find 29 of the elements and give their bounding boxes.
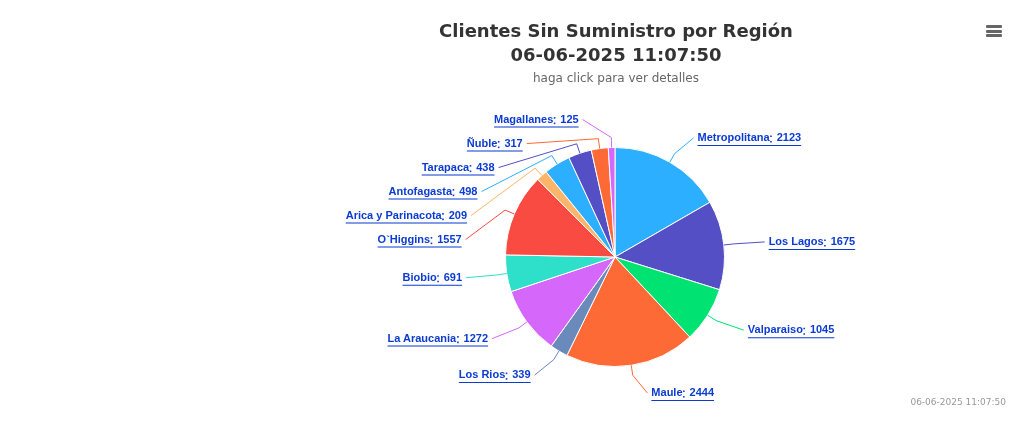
data-label: 691: [443, 270, 463, 283]
slice-label: Los Rios: [458, 368, 506, 381]
slice-label: Ñuble: [466, 136, 498, 149]
data-label: 2123: [776, 130, 802, 143]
text: 06-06-2025 11:07:50: [910, 397, 1006, 407]
chart-subtitle: haga click para ver detalles: [531, 71, 700, 85]
slice-label: La Araucania: [387, 331, 458, 344]
slice-label: Valparaiso: [747, 323, 804, 336]
data-label: 125: [560, 112, 579, 125]
data-label: 498: [459, 184, 478, 197]
data-label: 2444: [689, 386, 715, 399]
slice-label: Tarapaca: [421, 160, 471, 173]
chart-title: Clientes Sin Suministro por Región 06-06-2025 11:07:50: [438, 19, 794, 67]
slice-label: Magallanes: [493, 112, 554, 125]
data-label: 1045: [809, 323, 835, 336]
slice-label: O`Higgins: [377, 232, 431, 245]
data-label: 209: [448, 208, 468, 221]
slice-label: Arica y Parinacota: [345, 208, 443, 221]
slice-label: Maule: [651, 386, 683, 399]
slice-label: Biobio: [402, 270, 438, 283]
data-label: 1675: [830, 234, 856, 247]
data-label: 339: [512, 368, 531, 381]
data-label: 317: [504, 136, 523, 149]
slice-label: Los Lagos: [768, 234, 824, 247]
slice-label: Antofagasta: [388, 184, 454, 197]
data-label: 1557: [437, 232, 462, 245]
data-label: 438: [476, 160, 495, 173]
data-label: 1272: [463, 331, 489, 344]
slice-label: Metropolitana: [697, 130, 771, 143]
